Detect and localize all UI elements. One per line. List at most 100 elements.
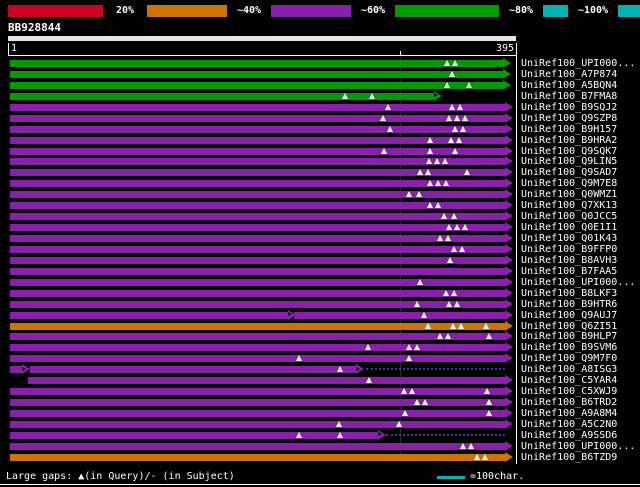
hit-label[interactable]: UniRef100_B9SVM6	[521, 342, 618, 354]
scale-segment-green	[395, 5, 499, 17]
hit-label[interactable]: UniRef100_B8LKF3	[521, 287, 618, 299]
query-gap-marker-icon	[459, 245, 465, 252]
hit-label[interactable]: UniRef100_UPI000...	[521, 440, 636, 452]
alignment-bar[interactable]	[10, 180, 505, 188]
alignment-bar[interactable]	[10, 136, 505, 144]
hit-label[interactable]: UniRef100_B6TZD9	[521, 451, 618, 463]
hit-label[interactable]: UniRef100_B7FMA8	[521, 90, 618, 102]
query-gap-marker-icon	[414, 344, 420, 351]
alignment-bar[interactable]	[10, 147, 505, 155]
alignment-bar[interactable]	[10, 70, 503, 78]
alignment-bar[interactable]	[10, 453, 505, 461]
alignment-bar[interactable]	[10, 60, 503, 67]
hit-label[interactable]: UniRef100_Q01K43	[521, 233, 618, 244]
alignment-bar[interactable]	[294, 311, 505, 319]
alignment-bar[interactable]	[10, 224, 505, 232]
alignment-bar[interactable]	[10, 256, 505, 264]
hit-label[interactable]: UniRef100_UPI000...	[521, 58, 636, 69]
query-gap-marker-icon	[427, 136, 433, 143]
ruler-start-label: 1	[11, 43, 18, 54]
alignment-bar[interactable]	[10, 169, 505, 177]
alignment-bar[interactable]	[10, 355, 505, 363]
alignment-row: UniRef100_A9A8M4	[0, 408, 640, 419]
hit-label[interactable]: UniRef100_B9FFP0	[521, 243, 618, 255]
hit-label[interactable]: UniRef100_A5BQN4	[521, 79, 618, 91]
alignment-bar[interactable]	[10, 420, 505, 428]
hit-label[interactable]: UniRef100_B7FAA5	[521, 265, 618, 277]
hit-label[interactable]: UniRef100_A9A8M4	[521, 408, 618, 419]
hit-label[interactable]: UniRef100_B9HRA2	[521, 134, 618, 146]
alignment-bar[interactable]	[10, 278, 505, 286]
alignment-bar[interactable]	[10, 114, 505, 122]
hit-label[interactable]: UniRef100_B9HTR6	[521, 298, 618, 310]
hit-label[interactable]: UniRef100_B9HLP7	[521, 331, 618, 343]
alignment-row: UniRef100_Q9M7F0	[0, 353, 640, 364]
query-gap-marker-icon	[466, 81, 472, 88]
alignment-bar[interactable]	[10, 366, 22, 374]
alignment-bar[interactable]	[28, 377, 505, 385]
hit-label[interactable]: UniRef100_Q9SAD7	[521, 167, 618, 179]
query-gap-marker-icon	[427, 202, 433, 209]
arrow-head-icon	[505, 342, 513, 353]
hit-label[interactable]: UniRef100_Q0E1I1	[521, 222, 618, 234]
query-gap-marker-icon	[406, 191, 412, 198]
alignment-bar[interactable]	[10, 103, 505, 111]
alignment-row: UniRef100_Q9AUJ7	[0, 309, 640, 321]
gap-connector-line	[366, 368, 505, 371]
hit-label[interactable]: UniRef100_Q0JCC5	[521, 211, 618, 223]
alignment-bar[interactable]	[10, 300, 505, 308]
hit-label[interactable]: UniRef100_C5XWJ9	[521, 386, 618, 398]
alignment-bar[interactable]	[10, 235, 505, 242]
hit-label[interactable]: UniRef100_Q6ZI51	[521, 320, 618, 332]
hit-label[interactable]: UniRef100_B6TRD2	[521, 397, 618, 409]
alignment-bar[interactable]	[30, 366, 356, 374]
alignment-bar[interactable]	[10, 267, 505, 275]
hit-label[interactable]: UniRef100_B9H157	[521, 123, 618, 135]
alignment-bar[interactable]	[10, 289, 505, 297]
ruler-mid-tick	[400, 51, 401, 56]
alignment-bar[interactable]	[10, 202, 505, 210]
hit-label[interactable]: UniRef100_Q9M7F0	[521, 353, 618, 365]
alignment-bar[interactable]	[10, 92, 434, 100]
query-gap-marker-icon	[442, 158, 448, 165]
alignment-bar[interactable]	[10, 311, 288, 319]
hit-label[interactable]: UniRef100_A9SSD6	[521, 429, 618, 441]
query-gap-marker-icon	[342, 92, 348, 99]
alignment-row: UniRef100_Q6ZI51	[0, 320, 640, 332]
alignment-bar[interactable]	[10, 191, 505, 199]
alignment-bar[interactable]	[10, 388, 505, 396]
alignment-bar[interactable]	[10, 213, 505, 221]
alignment-bar[interactable]	[10, 442, 505, 450]
hit-label[interactable]: UniRef100_A8ISG3	[521, 364, 618, 376]
alignment-bar[interactable]	[10, 399, 505, 407]
hit-label[interactable]: UniRef100_B8AVH3	[521, 254, 618, 266]
alignment-row: UniRef100_B7FMA8	[0, 90, 640, 102]
hit-label[interactable]: UniRef100_A5C2N0	[521, 418, 618, 430]
alignment-bar[interactable]	[10, 333, 505, 341]
hit-label[interactable]: UniRef100_Q7XK13	[521, 200, 618, 212]
hit-label[interactable]: UniRef100_A7P874	[521, 68, 618, 80]
alignment-bar[interactable]	[10, 245, 505, 253]
alignment-bar[interactable]	[10, 431, 378, 439]
alignment-bar[interactable]	[10, 81, 503, 89]
alignment-bar[interactable]	[10, 125, 505, 133]
query-gap-marker-icon	[446, 114, 452, 121]
alignment-bar[interactable]	[10, 410, 505, 417]
alignment-row: UniRef100_A7P874	[0, 68, 640, 80]
hit-label[interactable]: UniRef100_Q9SZP8	[521, 112, 618, 124]
alignment-bar[interactable]	[10, 344, 505, 352]
query-gap-marker-icon	[427, 147, 433, 154]
hit-label[interactable]: UniRef100_Q9SQK7	[521, 145, 618, 157]
hit-label[interactable]: UniRef100_UPI000...	[521, 276, 636, 288]
alignment-bar[interactable]	[10, 158, 505, 166]
query-gap-marker-icon	[456, 136, 462, 143]
arrow-head-icon	[505, 353, 513, 364]
alignment-bar[interactable]	[10, 322, 505, 330]
hit-label[interactable]: UniRef100_Q9M7E8	[521, 178, 618, 190]
hit-label[interactable]: UniRef100_Q0WMZ1	[521, 189, 618, 201]
hit-label[interactable]: UniRef100_Q9AUJ7	[521, 309, 618, 321]
hit-label[interactable]: UniRef100_C5YAR4	[521, 375, 618, 387]
hit-label[interactable]: UniRef100_B9SQJ2	[521, 101, 618, 113]
hit-label[interactable]: UniRef100_Q9LIN5	[521, 156, 618, 168]
gaps-legend-text: Large gaps: ▲(in Query)/- (in Subject)	[6, 471, 235, 482]
